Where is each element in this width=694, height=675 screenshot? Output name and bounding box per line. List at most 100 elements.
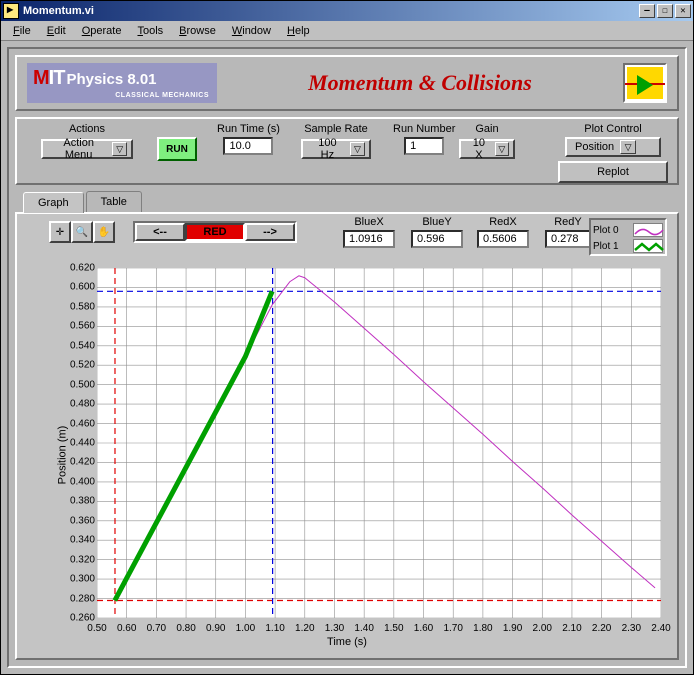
bluex-value[interactable]: 1.0916 [343, 230, 395, 248]
menu-operate[interactable]: Operate [74, 23, 130, 39]
y-tick: 0.280 [61, 593, 95, 604]
cursor-next-button[interactable]: --> [245, 223, 295, 241]
x-tick: 1.80 [473, 623, 492, 634]
graph-panel: ✛ 🔍 ✋ <-- RED --> BlueX 1.0916 BlueY 0.5… [15, 212, 679, 660]
cursor-selector: <-- RED --> [133, 221, 297, 243]
pan-tool[interactable]: ✋ [93, 221, 115, 243]
x-tick: 1.90 [503, 623, 522, 634]
x-tick: 1.60 [414, 623, 433, 634]
x-tick: 1.50 [384, 623, 403, 634]
plotcontrol-dropdown[interactable]: Position▽ [565, 137, 661, 157]
x-tick: 0.90 [206, 623, 225, 634]
runtime-input[interactable]: 10.0 [223, 137, 273, 155]
header-band: MITPhysics 8.01 CLASSICAL MECHANICS Mome… [15, 55, 679, 111]
y-tick: 0.600 [61, 282, 95, 293]
menubar: File Edit Operate Tools Browse Window He… [1, 21, 693, 41]
y-tick: 0.520 [61, 360, 95, 371]
bluey-value[interactable]: 0.596 [411, 230, 463, 248]
cursor-red-label[interactable]: RED [185, 223, 245, 241]
x-tick: 1.70 [443, 623, 462, 634]
menu-edit[interactable]: Edit [39, 23, 74, 39]
runnumber-label: Run Number [393, 123, 455, 135]
app-window: Momentum.vi — ☐ ✕ File Edit Operate Tool… [0, 0, 694, 675]
x-tick: 1.00 [236, 623, 255, 634]
x-tick: 1.40 [354, 623, 373, 634]
tab-graph[interactable]: Graph [23, 192, 84, 213]
crosshair-tool[interactable]: ✛ [49, 221, 71, 243]
legend-plot0-swatch[interactable] [633, 223, 663, 237]
main-panel: MITPhysics 8.01 CLASSICAL MECHANICS Mome… [7, 47, 687, 668]
x-tick: 2.10 [562, 623, 581, 634]
window-title: Momentum.vi [23, 5, 94, 17]
zoom-tool[interactable]: 🔍 [71, 221, 93, 243]
tab-strip: Graph Table [23, 191, 685, 212]
maximize-button[interactable]: ☐ [657, 4, 673, 18]
menu-window[interactable]: Window [224, 23, 279, 39]
chevron-down-icon: ▽ [620, 140, 636, 154]
y-tick: 0.620 [61, 263, 95, 274]
x-tick: 0.80 [176, 623, 195, 634]
samplerate-label: Sample Rate [301, 123, 371, 135]
gain-dropdown[interactable]: 10 X▽ [459, 139, 515, 159]
y-tick: 0.380 [61, 496, 95, 507]
close-button[interactable]: ✕ [675, 4, 691, 18]
y-tick: 0.560 [61, 321, 95, 332]
chart-svg [97, 268, 661, 618]
y-tick: 0.420 [61, 457, 95, 468]
x-tick: 2.20 [592, 623, 611, 634]
run-button[interactable]: RUN [157, 137, 197, 161]
redy-label: RedY [545, 216, 591, 228]
graph-toolbar: ✛ 🔍 ✋ <-- RED --> BlueX 1.0916 BlueY 0.5… [23, 220, 671, 244]
tab-table[interactable]: Table [86, 191, 142, 212]
page-title: Momentum & Collisions [217, 70, 623, 96]
runnumber-input[interactable]: 1 [404, 137, 444, 155]
x-axis-label: Time (s) [327, 636, 367, 648]
menu-browse[interactable]: Browse [171, 23, 224, 39]
controls-band: Actions Action Menu▽ RUN Run Time (s) 10… [15, 117, 679, 185]
x-tick: 1.30 [325, 623, 344, 634]
bluey-label: BlueY [411, 216, 463, 228]
x-tick: 0.50 [87, 623, 106, 634]
app-icon [3, 3, 19, 19]
y-tick: 0.320 [61, 554, 95, 565]
labview-icon [623, 63, 667, 103]
x-tick: 2.00 [533, 623, 552, 634]
samplerate-dropdown[interactable]: 100 Hz▽ [301, 139, 371, 159]
replot-button[interactable]: Replot [558, 161, 668, 183]
x-tick: 0.70 [147, 623, 166, 634]
plot-box: Position (m) Time (s) 0.2600.2800.3000.3… [27, 262, 667, 648]
y-tick: 0.300 [61, 574, 95, 585]
x-tick: 1.10 [265, 623, 284, 634]
y-tick: 0.400 [61, 476, 95, 487]
runtime-label: Run Time (s) [217, 123, 280, 135]
y-tick: 0.340 [61, 535, 95, 546]
x-tick: 0.60 [117, 623, 136, 634]
menu-help[interactable]: Help [279, 23, 318, 39]
y-tick: 0.460 [61, 418, 95, 429]
legend-plot0-label: Plot 0 [593, 225, 619, 236]
mit-logo: MITPhysics 8.01 CLASSICAL MECHANICS [27, 63, 217, 103]
menu-tools[interactable]: Tools [129, 23, 171, 39]
y-tick: 0.440 [61, 438, 95, 449]
redy-value[interactable]: 0.278 [545, 230, 591, 248]
minimize-button[interactable]: — [639, 4, 655, 18]
plot-canvas[interactable] [97, 268, 661, 618]
legend-plot1-swatch[interactable] [633, 239, 663, 253]
redx-value[interactable]: 0.5606 [477, 230, 529, 248]
menu-file[interactable]: File [5, 23, 39, 39]
y-tick: 0.500 [61, 379, 95, 390]
y-tick: 0.360 [61, 515, 95, 526]
y-tick: 0.480 [61, 399, 95, 410]
chevron-down-icon: ▽ [350, 142, 365, 156]
cursor-prev-button[interactable]: <-- [135, 223, 185, 241]
actions-label: Actions [41, 123, 133, 135]
y-tick: 0.260 [61, 613, 95, 624]
bluex-label: BlueX [343, 216, 395, 228]
plot-legend[interactable]: Plot 0 Plot 1 [589, 218, 667, 256]
legend-plot1-label: Plot 1 [593, 241, 619, 252]
chevron-down-icon: ▽ [112, 142, 127, 156]
x-tick: 2.40 [651, 623, 670, 634]
y-tick: 0.580 [61, 301, 95, 312]
action-menu-dropdown[interactable]: Action Menu▽ [41, 139, 133, 159]
chevron-down-icon: ▽ [495, 142, 509, 156]
